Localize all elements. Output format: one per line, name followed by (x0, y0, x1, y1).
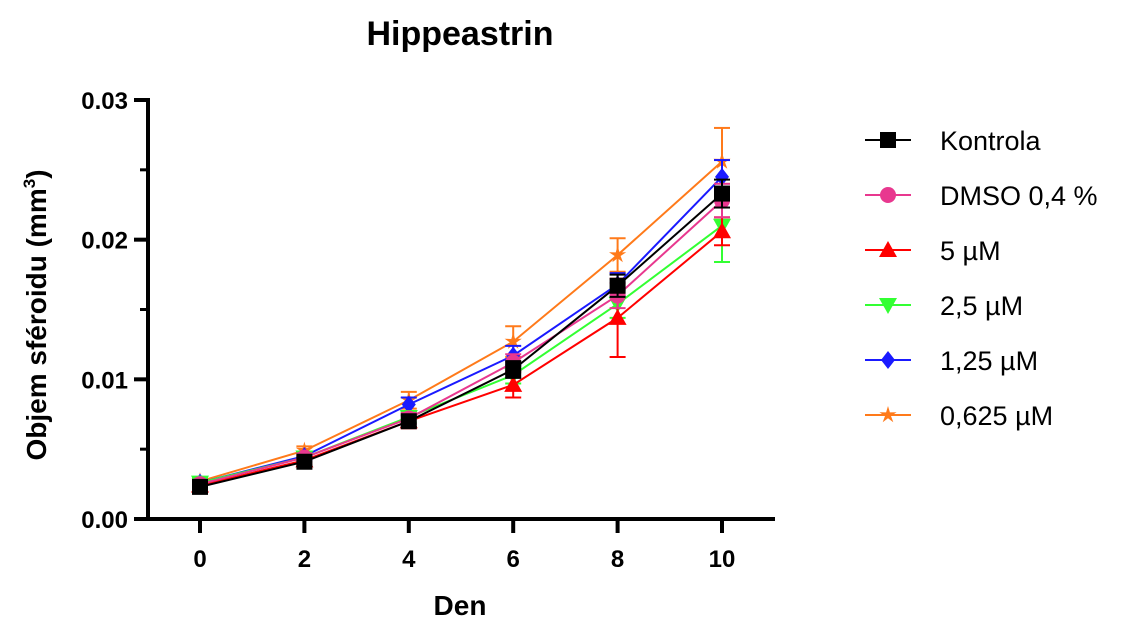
series-line (199, 230, 723, 487)
series-5 (191, 126, 731, 489)
x-tick-label: 6 (507, 546, 520, 573)
legend-item-2: 5 µM (865, 236, 1001, 266)
legend-label: 0,625 µM (940, 401, 1053, 431)
legend-marker (879, 406, 897, 423)
x-tick-label: 8 (611, 546, 624, 573)
series-line (199, 192, 723, 488)
legend-item-3: 2,5 µM (865, 291, 1023, 321)
x-tick-label: 4 (402, 546, 416, 573)
data-point (192, 478, 208, 495)
legend-item-4: 1,25 µM (865, 346, 1038, 376)
series-0 (192, 178, 730, 495)
data-point (715, 167, 729, 186)
x-axis-title: Den (434, 590, 487, 621)
legend-label: DMSO 0,4 % (940, 181, 1098, 211)
legend-label: 5 µM (940, 236, 1001, 266)
series-1 (192, 182, 730, 493)
series-line (199, 176, 723, 484)
data-point (608, 308, 627, 325)
series-3 (191, 188, 731, 492)
data-point (504, 375, 523, 392)
legend-item-5: 0,625 µM (865, 401, 1053, 431)
legend-label: 1,25 µM (940, 346, 1038, 376)
series-line (199, 199, 723, 486)
y-tick-label: 0.02 (81, 228, 128, 255)
legend-marker (881, 351, 895, 369)
axes: 0.00 0.01 0.02 0.03 0 2 4 6 8 10 (81, 88, 775, 573)
legend-label: 2,5 µM (940, 291, 1023, 321)
data-point (296, 453, 313, 470)
chart-title: Hippeastrin (366, 15, 553, 53)
series-line (199, 160, 723, 483)
legend-marker (880, 187, 896, 203)
y-tick-label: 0.03 (81, 88, 128, 115)
data-point (609, 246, 627, 263)
y-axis-title: Objem sféroidu (mm3) (20, 169, 52, 460)
x-tick-label: 10 (709, 546, 736, 573)
legend: Kontrola DMSO 0,4 % 5 µM 2,5 µM 1,25 µM 0,625… (865, 126, 1098, 431)
y-axis-title-main: Objem sféroidu (mm (21, 188, 52, 460)
series-4 (192, 159, 730, 492)
data-point (713, 222, 731, 239)
data-point (401, 395, 416, 414)
y-axis-title-close: ) (21, 169, 52, 178)
plot-area (191, 126, 731, 495)
y-axis-title-sup: 3 (20, 179, 39, 188)
svg-text:Objem sféroidu (mm3): Objem sféroidu (mm3) (20, 169, 52, 460)
data-point (714, 185, 730, 202)
data-point (609, 277, 626, 294)
data-point (505, 361, 522, 378)
data-point (504, 332, 522, 349)
data-point (400, 413, 417, 430)
legend-marker (880, 132, 896, 148)
legend-marker (879, 241, 897, 257)
legend-item-1: DMSO 0,4 % (865, 181, 1098, 211)
series-2 (191, 216, 731, 493)
y-tick-label: 0.01 (81, 367, 128, 394)
x-tick-label: 2 (298, 546, 311, 573)
y-tick-label: 0.00 (81, 507, 128, 534)
legend-marker (879, 298, 897, 314)
legend-label: Kontrola (940, 126, 1042, 156)
x-tick-label: 0 (193, 546, 206, 573)
legend-item-0: Kontrola (865, 126, 1042, 156)
series-line (199, 224, 723, 484)
